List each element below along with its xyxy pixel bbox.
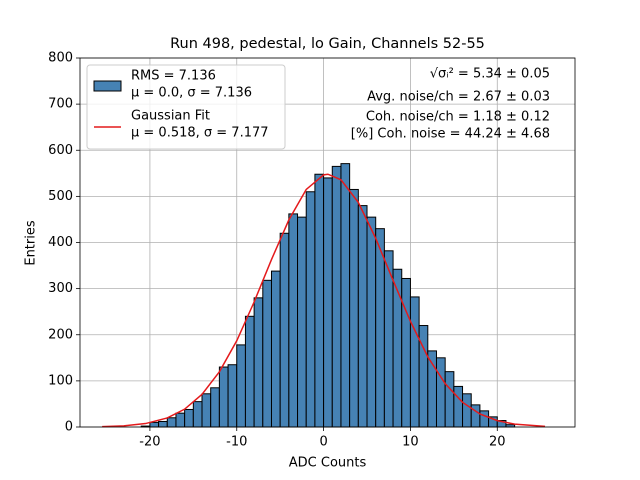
legend-label: μ = 0.518, σ = 7.177	[131, 126, 269, 141]
x-tick-label: 20	[489, 435, 506, 450]
histogram-bar	[218, 366, 229, 428]
histogram-bar	[175, 412, 186, 428]
histogram-bar	[192, 401, 203, 428]
x-tick-label: -10	[226, 435, 247, 450]
annotation: Coh. noise/ch = 1.18 ± 0.12	[366, 110, 550, 125]
histogram-bar	[462, 393, 472, 428]
x-tick-label: 10	[402, 435, 419, 450]
histogram-bar	[357, 205, 368, 428]
histogram-bar	[366, 216, 377, 428]
histogram-bar	[435, 357, 446, 428]
histogram-bar	[392, 268, 403, 428]
histogram-bar	[349, 188, 359, 428]
histogram-bar	[331, 165, 342, 428]
histogram-bar	[166, 417, 177, 428]
y-tick-label: 200	[48, 327, 73, 342]
histogram-bar	[297, 216, 307, 428]
y-tick-label: 700	[48, 97, 73, 112]
legend-label: RMS = 7.136	[131, 69, 216, 84]
histogram-bar	[244, 315, 255, 428]
legend-patch	[93, 80, 122, 92]
histogram-bar	[479, 410, 490, 428]
histogram-bar	[375, 228, 385, 428]
annotation: [%] Coh. noise = 44.24 ± 4.68	[351, 127, 550, 142]
annotation: √σᵢ² = 5.34 ± 0.05	[430, 67, 550, 82]
histogram-bar	[210, 387, 220, 428]
legend-label: Gaussian Fit	[131, 109, 210, 124]
fit-line	[102, 173, 546, 428]
legend-label: μ = 0.0, σ = 7.136	[131, 86, 252, 101]
histogram-bar	[305, 191, 316, 428]
histogram-bar	[323, 177, 333, 428]
histogram-bar	[184, 408, 194, 428]
y-tick-label: 800	[48, 51, 73, 66]
x-axis-label: ADC Counts	[289, 456, 367, 471]
y-tick-label: 600	[48, 143, 73, 158]
histogram-bar	[444, 371, 455, 428]
histogram-bar	[409, 296, 420, 428]
histogram-bar	[340, 163, 351, 428]
histogram-bar	[158, 420, 168, 428]
histogram-bar	[288, 213, 299, 428]
histogram-bar	[262, 279, 272, 428]
y-tick-label: 0	[65, 420, 73, 435]
plot-frame	[79, 57, 576, 428]
histogram-bar	[201, 393, 212, 428]
y-tick-label: 300	[48, 281, 73, 296]
histogram-bar	[270, 270, 281, 428]
y-tick-label: 100	[48, 373, 73, 388]
legend-box	[86, 64, 286, 150]
histogram-bar	[149, 421, 160, 428]
x-tick-label: 0	[319, 435, 327, 450]
x-tick-label: -20	[139, 435, 160, 450]
histogram-bar	[314, 173, 325, 428]
y-tick-label: 400	[48, 235, 73, 250]
histogram-bar	[236, 344, 246, 428]
histogram-bar	[253, 297, 264, 428]
annotation: Avg. noise/ch = 2.67 ± 0.03	[367, 90, 550, 105]
histogram-bar	[401, 277, 411, 428]
y-tick-label: 500	[48, 189, 73, 204]
histogram-bar	[453, 385, 464, 428]
chart-title: Run 498, pedestal, lo Gain, Channels 52-…	[170, 36, 485, 52]
histogram-bar	[227, 364, 238, 428]
histogram-bar	[279, 232, 290, 428]
y-axis-label: Entries	[24, 220, 39, 266]
